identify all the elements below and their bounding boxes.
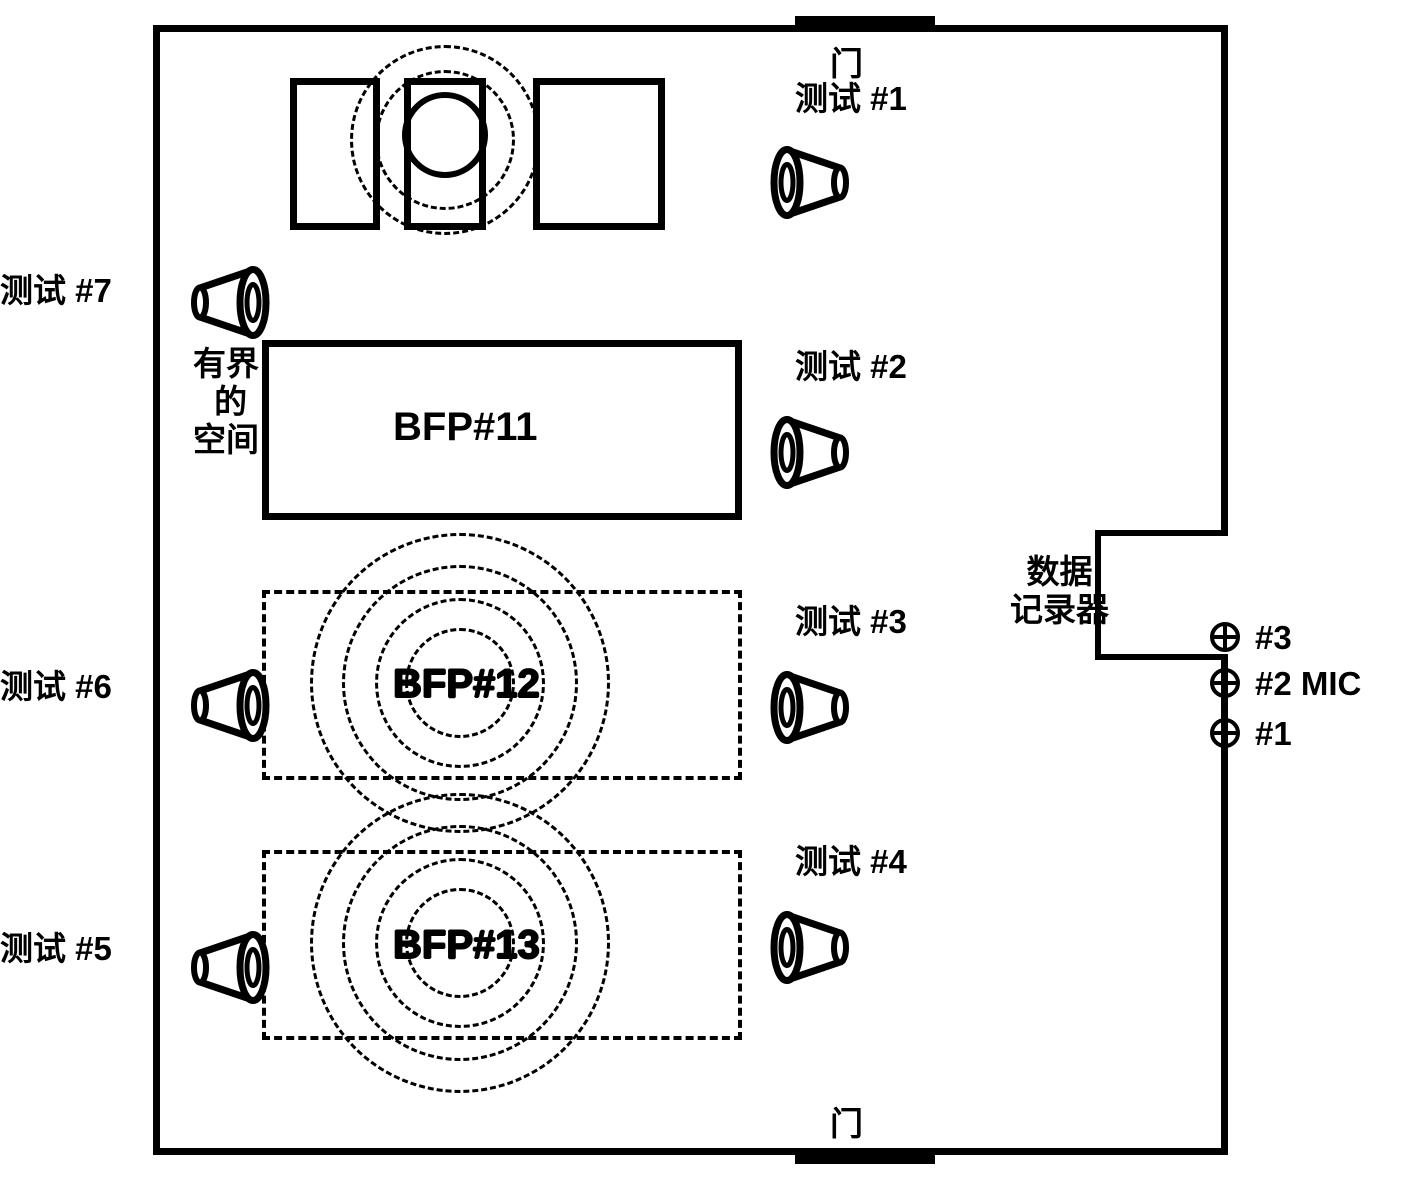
speaker-test2 — [770, 415, 855, 495]
speaker-label: 测试 #1 — [795, 80, 907, 118]
speaker-label: 测试 #3 — [795, 603, 907, 641]
mic-marker — [1210, 718, 1240, 748]
mic-label: #1 — [1255, 715, 1292, 753]
speaker-label: 测试 #6 — [0, 668, 112, 706]
speaker-test1 — [770, 145, 855, 225]
bfp-label: BFP#13 — [393, 923, 540, 968]
speaker-test4 — [770, 910, 855, 990]
speaker-label: 测试 #5 — [0, 930, 112, 968]
recorder-label: 数据记录器 — [1010, 553, 1109, 629]
bfp-label: BFP#12 — [393, 662, 540, 707]
bfp-label: BFP#11 — [393, 405, 538, 450]
speaker-test3 — [770, 670, 855, 750]
speaker-test5 — [185, 930, 270, 1010]
door-label: 门 — [830, 45, 863, 83]
diagram-canvas: 门门 BFP#11BFP#12BFP#13 测试 #1测试 #2测试 #3测试 … — [0, 0, 1413, 1198]
recorder-box — [1095, 530, 1228, 660]
speaker-label: 测试 #2 — [795, 348, 907, 386]
bounded-space-label: 有界 的空间 — [193, 345, 259, 459]
mic-label: #2 MIC — [1255, 665, 1361, 703]
appliance-inner-circle — [402, 92, 488, 178]
mic-marker — [1210, 668, 1240, 698]
speaker-label: 测试 #4 — [795, 843, 907, 881]
mic-label: #3 — [1255, 619, 1292, 657]
door-label: 门 — [830, 1105, 863, 1143]
speaker-test6 — [185, 668, 270, 748]
door — [795, 1150, 935, 1164]
speaker-label: 测试 #7 — [0, 272, 112, 310]
mic-marker — [1210, 622, 1240, 652]
top-appliance-box — [533, 78, 665, 230]
speaker-test7 — [185, 265, 270, 345]
door — [795, 16, 935, 30]
